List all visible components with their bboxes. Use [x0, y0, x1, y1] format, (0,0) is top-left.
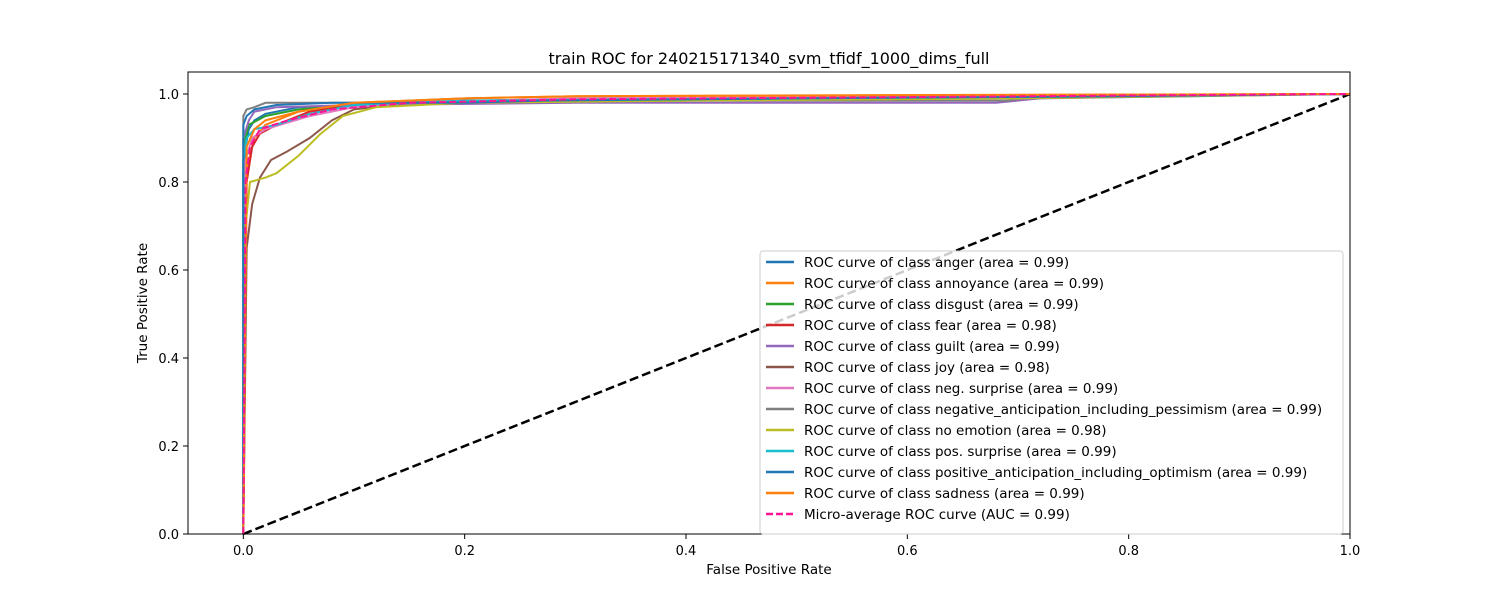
legend: ROC curve of class anger (area = 0.99) RO…	[759, 250, 1344, 535]
y-tick-label: 0.2	[158, 440, 179, 455]
chance-diagonal-line	[242, 92, 1351, 536]
roc-series-line	[242, 93, 1351, 535]
y-tick-label: 0.8	[158, 176, 179, 191]
y-tick-label: 0.0	[158, 528, 179, 543]
legend-label: ROC curve of class fear (area = 0.98)	[804, 318, 1057, 334]
legend-label: Micro-average ROC curve (AUC = 0.99)	[804, 507, 1070, 523]
legend-label: ROC curve of class no emotion (area = 0.…	[804, 423, 1107, 439]
x-axis-label: False Positive Rate	[706, 562, 831, 578]
roc-series-line	[242, 93, 1351, 535]
legend-label: ROC curve of class annoyance (area = 0.9…	[804, 276, 1104, 292]
legend-label: ROC curve of class negative_anticipation…	[804, 402, 1322, 418]
roc-series-line	[242, 93, 1351, 535]
x-tick-label: 0.8	[1118, 544, 1139, 559]
x-axis: 0.0 0.2 0.4 0.6 0.8 1.0	[233, 534, 1360, 559]
legend-label: ROC curve of class disgust (area = 0.99)	[804, 297, 1079, 313]
legend-label: ROC curve of class positive_anticipation…	[804, 465, 1307, 481]
x-tick-label: 0.6	[897, 544, 918, 559]
x-tick-label: 0.0	[233, 544, 254, 559]
legend-label: ROC curve of class guilt (area = 0.99)	[804, 339, 1060, 355]
series-layer	[242, 92, 1351, 536]
y-tick-label: 1.0	[158, 88, 179, 103]
x-tick-label: 1.0	[1340, 544, 1361, 559]
legend-label: ROC curve of class neg. surprise (area =…	[804, 381, 1118, 397]
legend-label: ROC curve of class pos. surprise (area =…	[804, 444, 1117, 460]
x-tick-label: 0.4	[676, 544, 697, 559]
y-tick-label: 0.6	[158, 264, 179, 279]
roc-series-line	[242, 93, 1351, 534]
legend-label: ROC curve of class joy (area = 0.98)	[804, 360, 1050, 376]
legend-label: ROC curve of class anger (area = 0.99)	[804, 255, 1069, 271]
y-tick-label: 0.4	[158, 352, 179, 367]
legend-label: ROC curve of class sadness (area = 0.99)	[804, 486, 1085, 502]
legend-frame	[759, 250, 1344, 535]
y-axis: 0.0 0.2 0.4 0.6 0.8 1.0	[158, 88, 188, 543]
y-axis-label: True Positive Rate	[135, 243, 151, 364]
x-tick-label: 0.2	[454, 544, 475, 559]
chart-title: train ROC for 240215171340_svm_tfidf_100…	[549, 49, 990, 69]
